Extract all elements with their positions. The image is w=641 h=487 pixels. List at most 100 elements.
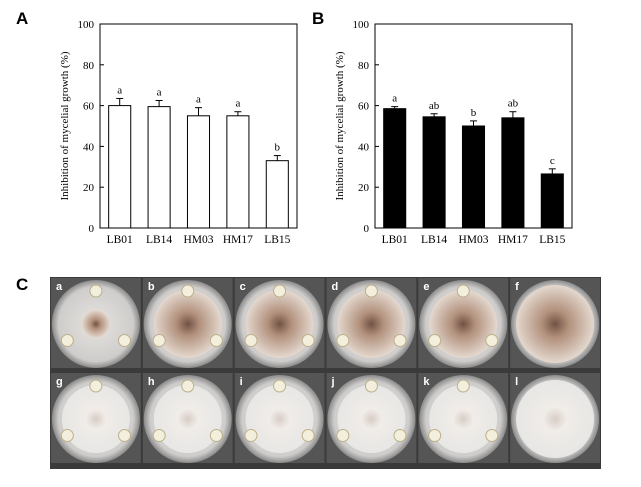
bar xyxy=(501,117,525,229)
error-bar xyxy=(195,107,202,116)
y-tick-label: 0 xyxy=(364,223,370,235)
bacteria-colony xyxy=(364,379,378,393)
bacteria-colony xyxy=(89,284,103,298)
bacteria-colony xyxy=(485,334,499,347)
plate-letter: f xyxy=(515,281,519,293)
photo-panel xyxy=(50,277,601,469)
y-tick-label: 40 xyxy=(358,141,370,153)
y-tick-label: 40 xyxy=(83,141,95,153)
mycelium xyxy=(245,290,314,358)
bacteria-colony xyxy=(60,334,74,347)
y-tick-label: 80 xyxy=(358,60,370,72)
bacteria-colony xyxy=(336,429,350,442)
error-bar xyxy=(509,111,517,118)
bar xyxy=(226,115,250,229)
y-tick-label: 100 xyxy=(353,19,370,31)
y-tick-label: 0 xyxy=(89,223,95,235)
panel-label: C xyxy=(16,275,28,294)
bacteria-colony xyxy=(244,429,258,442)
axis-frame xyxy=(374,23,573,229)
y-tick-label: 80 xyxy=(83,60,95,72)
mycelium xyxy=(337,290,406,358)
bacteria-colony xyxy=(181,379,195,393)
axis-frame xyxy=(99,23,298,229)
error-bar xyxy=(273,155,281,161)
x-tick-label: LB01 xyxy=(107,234,133,246)
bar xyxy=(461,125,486,229)
bacteria-colony xyxy=(152,334,166,347)
y-tick-label: 60 xyxy=(83,101,95,113)
bacteria-colony xyxy=(60,429,74,442)
bacteria-colony xyxy=(117,429,131,442)
bar xyxy=(147,106,171,229)
error-bar xyxy=(430,113,438,117)
plate-letter: i xyxy=(240,376,243,388)
plate-letter: c xyxy=(240,281,246,293)
x-tick-label: HM17 xyxy=(498,234,528,246)
mycelium xyxy=(153,290,222,358)
significance-label: a xyxy=(392,93,397,105)
mycelium xyxy=(61,385,130,453)
bacteria-colony xyxy=(181,284,195,298)
plate-letter: b xyxy=(148,281,155,293)
y-tick-label: 20 xyxy=(83,182,95,194)
x-tick-label: LB14 xyxy=(146,234,172,246)
significance-label: a xyxy=(157,87,162,99)
x-tick-label: HM17 xyxy=(223,234,253,246)
bacteria-colony xyxy=(209,429,223,442)
x-tick-label: LB01 xyxy=(382,234,408,246)
bacteria-colony xyxy=(301,334,315,347)
significance-label: ab xyxy=(429,100,440,112)
bacteria-colony xyxy=(456,379,470,393)
bar xyxy=(108,105,132,229)
bacteria-colony xyxy=(393,429,407,442)
bacteria-colony xyxy=(273,379,287,393)
bacteria-colony xyxy=(428,429,442,442)
bacteria-colony xyxy=(336,334,350,347)
bacteria-colony xyxy=(428,334,442,347)
bacteria-colony xyxy=(364,284,378,298)
x-tick-label: HM03 xyxy=(183,234,213,246)
bar xyxy=(383,108,407,229)
plate-letter: d xyxy=(332,281,339,293)
y-tick-label: 20 xyxy=(358,182,370,194)
mycelium xyxy=(81,310,110,338)
significance-label: ab xyxy=(508,98,519,110)
bacteria-colony xyxy=(393,334,407,347)
y-tick-label: 100 xyxy=(78,19,95,31)
panel-label: A xyxy=(16,9,28,28)
significance-label: b xyxy=(275,142,281,154)
error-bar xyxy=(391,106,399,109)
bacteria-colony xyxy=(209,334,223,347)
mycelium xyxy=(245,385,314,453)
y-axis-label: Inhibition of mycelial growth (%) xyxy=(59,51,71,200)
plate-letter: g xyxy=(56,376,63,388)
bacteria-colony xyxy=(485,429,499,442)
plate-letter: e xyxy=(423,281,429,293)
bacteria-colony xyxy=(301,429,315,442)
bacteria-colony xyxy=(117,334,131,347)
bacteria-colony xyxy=(273,284,287,298)
error-bar xyxy=(548,168,556,174)
bacteria-colony xyxy=(244,334,258,347)
plate-letter: k xyxy=(423,376,430,388)
error-bar xyxy=(155,100,163,107)
plate-letter: j xyxy=(331,376,335,388)
bar xyxy=(422,116,446,229)
error-bar xyxy=(234,111,242,116)
bar xyxy=(265,160,289,229)
x-tick-label: HM03 xyxy=(458,234,488,246)
mycelium xyxy=(429,385,498,453)
x-tick-label: LB14 xyxy=(421,234,447,246)
significance-label: a xyxy=(117,84,122,96)
bar xyxy=(540,173,564,229)
bacteria-colony xyxy=(89,379,103,393)
x-tick-label: LB15 xyxy=(539,234,565,246)
significance-label: a xyxy=(196,94,201,106)
significance-label: b xyxy=(471,107,477,119)
plate-letter: l xyxy=(515,376,518,388)
plate-letter: a xyxy=(56,281,63,293)
bar xyxy=(186,115,211,229)
bacteria-colony xyxy=(456,284,470,298)
